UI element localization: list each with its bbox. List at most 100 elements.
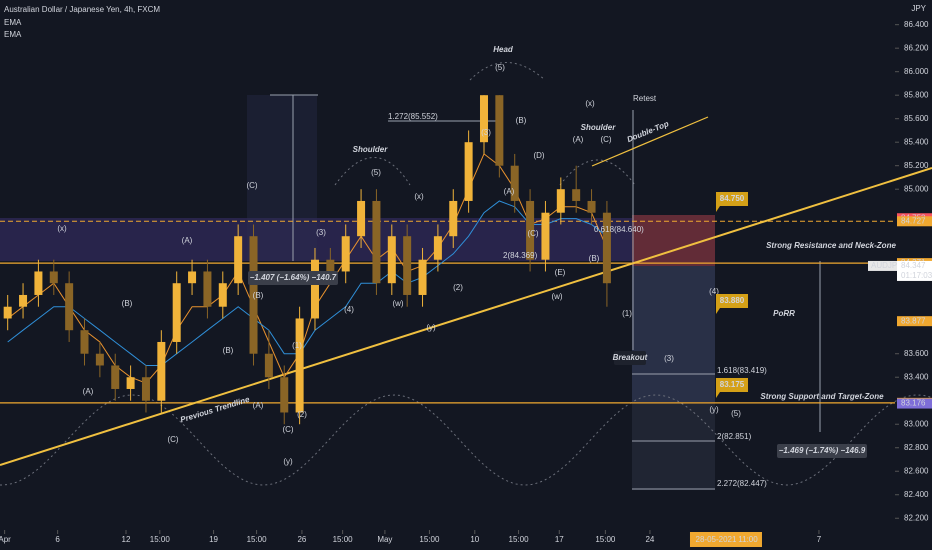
annotation: Breakout [613, 353, 648, 362]
ema-line [7, 153, 608, 384]
annotation: (3) [481, 128, 491, 137]
annotation: (1) [292, 341, 302, 350]
x-tick-label: 7 [817, 535, 822, 544]
candle-body [188, 271, 197, 284]
y-tick-label: 85.200 [904, 161, 929, 170]
candle-body [495, 95, 504, 166]
currency-label: JPY [911, 4, 926, 13]
annotation: 2.272(82.447) [717, 479, 767, 488]
x-tick-label: 15:00 [595, 535, 616, 544]
last-price-tag [897, 260, 932, 281]
x-tick-label: May [377, 535, 392, 544]
candle-body [95, 353, 104, 366]
annotation: (y) [709, 405, 719, 414]
y-tick-label: 86.400 [904, 20, 929, 29]
x-tick-label: 26 [297, 535, 306, 544]
candle-body [310, 259, 319, 319]
y-tick-label: 82.600 [904, 466, 929, 475]
candle-body [326, 259, 335, 272]
price-tag [897, 398, 932, 409]
annotation: (C) [600, 135, 611, 144]
cursor-date: 28-05-2021 [696, 535, 737, 544]
annotation: (B) [516, 116, 527, 125]
annotation: (3) [664, 354, 674, 363]
annotation: (C) [167, 435, 178, 444]
y-tick-label: 85.000 [904, 184, 929, 193]
y-tick-label: 83.000 [904, 419, 929, 428]
y-tick-label: 83.600 [904, 349, 929, 358]
x-tick-label: 17 [555, 535, 564, 544]
candle-body [479, 95, 488, 143]
annotation: −1.469 (−1.74%) −146.9 [779, 446, 866, 455]
annotation: Strong Support and Target-Zone [760, 392, 884, 401]
annotation: (A) [83, 387, 94, 396]
annotation: (y) [426, 323, 436, 332]
target-tag [716, 378, 748, 398]
annotation: 0.618(84.640) [594, 225, 644, 234]
label-box [777, 444, 867, 458]
candle-body [433, 236, 442, 260]
candle-body [111, 365, 120, 389]
projection-loss [632, 215, 715, 266]
price-tag [897, 216, 932, 227]
candle-body [602, 212, 611, 284]
annotation: (5) [371, 168, 381, 177]
annotation: 83.175 [720, 380, 745, 389]
annotation: (2) [297, 410, 307, 419]
annotation: (4) [709, 287, 719, 296]
candle-body [357, 200, 366, 237]
x-tick-label: 15:00 [247, 535, 268, 544]
annotation: (y) [283, 457, 293, 466]
measure-box [247, 95, 317, 261]
candle-body [34, 271, 43, 295]
candle-body [126, 377, 135, 389]
candle-body [449, 200, 458, 237]
cursor-time-box [689, 532, 762, 547]
candle-body [280, 377, 289, 413]
indicator-label: EMA [4, 30, 22, 39]
candle-body [203, 271, 212, 307]
x-tick-label: 6 [55, 535, 60, 544]
annotation: (A) [573, 135, 584, 144]
candle-body [80, 330, 89, 354]
y-tick-label: 82.400 [904, 490, 929, 499]
annotation: Strong Resistance and Neck-Zone [766, 241, 896, 250]
y-tick-label: 82.800 [904, 443, 929, 452]
annotation: (B) [253, 291, 264, 300]
x-tick-label: 15:00 [419, 535, 440, 544]
annotation: (C) [527, 229, 538, 238]
y-tick-label: 85.400 [904, 137, 929, 146]
label-box [248, 271, 338, 285]
label-box [614, 351, 646, 365]
candle-body [295, 318, 304, 413]
candle-body [418, 259, 427, 295]
annotation: (C) [246, 181, 257, 190]
candle-body [49, 271, 58, 284]
double-top-line [591, 116, 709, 167]
candle-body [264, 353, 273, 378]
x-tick-label: 10 [470, 535, 479, 544]
y-tick-label: 83.400 [904, 372, 929, 381]
candle-body [572, 189, 581, 201]
candle-body [3, 306, 12, 319]
annotation: (x) [585, 99, 595, 108]
annotation: (w) [392, 299, 403, 308]
x-tick-label: 24 [645, 535, 654, 544]
annotation: (E) [555, 268, 566, 277]
annotation: −1.407 (−1.64%) −140.7 [250, 273, 337, 282]
annotation: 1.272(85.552) [388, 112, 438, 121]
annotation: (1) [622, 309, 632, 318]
annotation: (A) [504, 187, 515, 196]
annotation: (A) [182, 236, 193, 245]
annotation: Head [493, 45, 514, 54]
price-tag-label: 84.727 [901, 216, 926, 225]
candle-body [172, 283, 181, 342]
price-tag [897, 316, 932, 327]
annotation: (B) [589, 254, 600, 263]
trendline [0, 167, 932, 466]
indicator-label: EMA [4, 18, 22, 27]
annotation: (4) [344, 305, 354, 314]
candle-body [372, 200, 381, 284]
